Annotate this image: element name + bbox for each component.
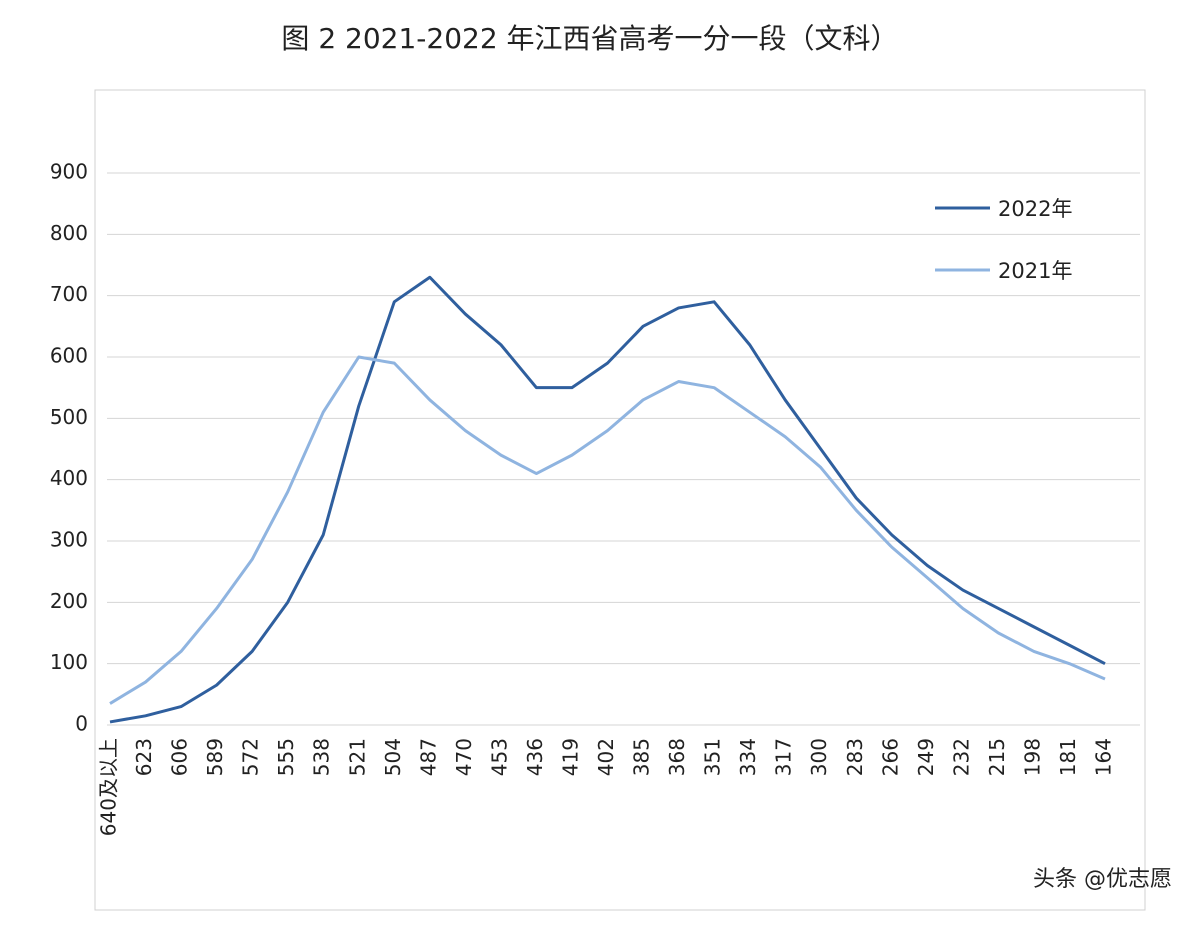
x-tick-label: 283 xyxy=(843,738,867,776)
y-tick-label: 800 xyxy=(50,221,88,245)
x-tick-label: 368 xyxy=(665,738,689,776)
y-tick-label: 0 xyxy=(75,712,88,736)
x-tick-label: 623 xyxy=(132,738,156,776)
x-tick-label: 589 xyxy=(203,738,227,776)
x-tick-label: 198 xyxy=(1020,738,1044,776)
x-tick-label: 419 xyxy=(558,738,582,776)
legend-label: 2021年 xyxy=(998,259,1072,283)
x-tick-label: 470 xyxy=(452,738,476,776)
x-tick-label: 300 xyxy=(807,738,831,776)
legend-label: 2022年 xyxy=(998,197,1072,221)
chart-title: 图 2 2021-2022 年江西省高考一分一段（文科） xyxy=(281,22,898,55)
x-tick-label: 436 xyxy=(523,738,547,776)
y-tick-label: 400 xyxy=(50,466,88,490)
x-tick-label: 555 xyxy=(274,738,298,776)
x-tick-label: 538 xyxy=(310,738,334,776)
x-tick-label: 317 xyxy=(772,738,796,776)
data-line xyxy=(109,355,1106,705)
x-tick-label: 402 xyxy=(594,738,618,776)
x-tick-label: 232 xyxy=(949,738,973,776)
x-tick-label: 640及以上 xyxy=(97,738,121,836)
x-tick-label: 385 xyxy=(630,738,654,776)
y-tick-label: 700 xyxy=(50,282,88,306)
x-tick-label: 572 xyxy=(239,738,263,776)
x-tick-label: 487 xyxy=(416,738,440,776)
x-tick-label: 334 xyxy=(736,738,760,776)
x-tick-label: 249 xyxy=(914,738,938,776)
y-tick-label: 900 xyxy=(50,160,88,184)
x-tick-label: 181 xyxy=(1056,738,1080,776)
x-tick-label: 215 xyxy=(985,738,1009,776)
x-tick-label: 606 xyxy=(168,738,192,776)
y-tick-label: 100 xyxy=(50,650,88,674)
y-tick-label: 500 xyxy=(50,405,88,429)
x-tick-label: 266 xyxy=(878,738,902,776)
watermark: 头条 @优志愿 xyxy=(1033,867,1172,892)
x-tick-label: 164 xyxy=(1092,738,1116,776)
x-tick-label: 351 xyxy=(701,738,725,776)
y-tick-label: 600 xyxy=(50,344,88,368)
y-tick-label: 300 xyxy=(50,528,88,552)
data-line xyxy=(109,275,1106,724)
x-tick-label: 521 xyxy=(345,738,369,776)
x-tick-label: 504 xyxy=(381,738,405,776)
x-tick-label: 453 xyxy=(487,738,511,776)
y-tick-label: 200 xyxy=(50,589,88,613)
plot-frame xyxy=(94,89,1146,911)
